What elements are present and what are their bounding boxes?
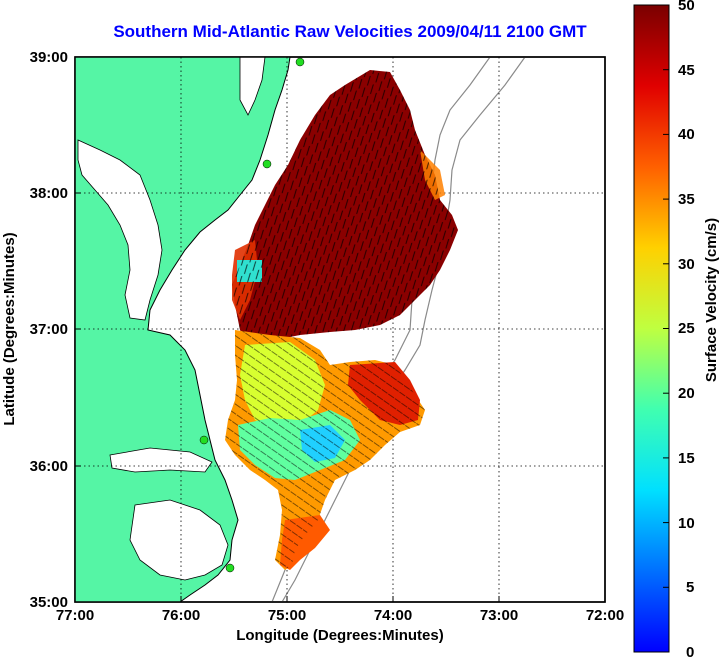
colorbar-tick-label: 45 — [678, 62, 695, 79]
x-tick-label: 75:00 — [268, 607, 306, 624]
x-tick-label: 76:00 — [162, 607, 200, 624]
colorbar-tick-label: 0 — [686, 644, 694, 659]
colorbar-tick-label: 40 — [678, 126, 695, 143]
chart-title: Southern Mid-Atlantic Raw Velocities 200… — [113, 22, 587, 41]
pamlico-sound — [129, 499, 229, 581]
delaware-bay — [239, 57, 266, 116]
velocity-arrows-north — [232, 70, 458, 345]
station-marker — [262, 159, 272, 169]
colorbar-tick-label: 15 — [678, 450, 695, 467]
x-tick-label: 72:00 — [586, 607, 624, 624]
colorbar-tick-label: 5 — [686, 579, 694, 596]
y-tick-label: 38:00 — [30, 185, 68, 202]
station-marker — [199, 435, 209, 445]
colorbar-tick-label: 50 — [678, 0, 695, 14]
x-axis-label: Longitude (Degrees:Minutes) — [236, 627, 444, 644]
station-marker — [225, 563, 235, 573]
colorbar-tick-label: 30 — [678, 256, 695, 273]
x-tick-label: 74:00 — [374, 607, 412, 624]
chesapeake-bay — [77, 139, 163, 321]
colorbar-tick-label: 10 — [678, 515, 695, 532]
y-tick-label: 39:00 — [30, 49, 68, 66]
x-tick-label: 73:00 — [480, 607, 518, 624]
y-tick-label: 35:00 — [30, 594, 68, 611]
tick-marks — [74, 56, 606, 603]
colorbar-tick-label: 25 — [678, 320, 695, 337]
colorbar-label: Surface Velocity (cm/s) — [703, 218, 720, 382]
colorbar-tick-label: 35 — [678, 191, 695, 208]
colorbar-tick-label: 20 — [678, 385, 695, 402]
station-marker — [295, 57, 305, 67]
radar-stations — [199, 57, 305, 573]
y-axis-label: Latitude (Degrees:Minutes) — [1, 232, 18, 425]
albemarle-sound — [109, 447, 213, 473]
y-tick-label: 36:00 — [30, 458, 68, 475]
y-tick-label: 37:00 — [30, 321, 68, 338]
x-tick-label: 77:00 — [56, 607, 94, 624]
colorbar-ticks — [663, 4, 669, 653]
velocity-arrows-south — [225, 330, 425, 570]
bathymetry-contour — [281, 57, 526, 602]
